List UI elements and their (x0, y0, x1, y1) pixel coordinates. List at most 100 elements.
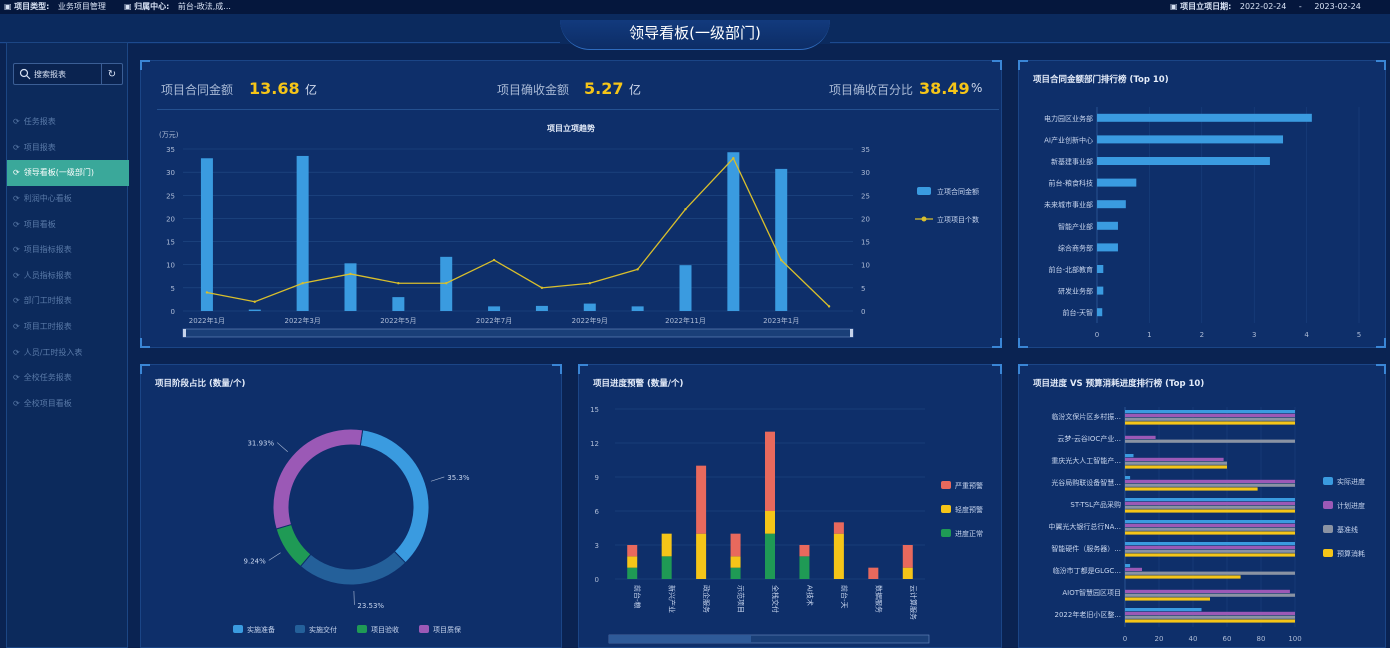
sidebar-item[interactable]: ⟳ 项目工时报表 (7, 314, 127, 340)
y-tick-label: 未来城市事业部 (1044, 200, 1093, 209)
legend-label: 实际进度 (1337, 477, 1365, 486)
warning-title: 项目进度预警 (数量/个) (593, 379, 684, 389)
bar (631, 306, 644, 311)
x-tick-label: 2022年11月 (665, 316, 706, 325)
label-leader (430, 476, 445, 482)
line-point (301, 282, 304, 285)
bar (1125, 571, 1295, 575)
date-label: 项目立项日期: (1180, 2, 1232, 11)
date-start[interactable]: 2022-02-24 (1239, 2, 1287, 11)
owner-center-filter[interactable]: ▣ 归属中心: 前台-政法,成... (124, 1, 231, 12)
x-tick-label: 0 (1095, 331, 1099, 339)
y-tick-label: 中翼光大银行总行NA... (1048, 522, 1121, 531)
sidebar-item[interactable]: ⟳ 部门工时报表 (7, 288, 127, 314)
bar (1125, 413, 1295, 417)
sidebar-item[interactable]: ⟳ 项目报表 (7, 135, 127, 161)
legend-label: 进度正常 (955, 529, 983, 538)
stage-title: 项目阶段占比 (数量/个) (155, 379, 246, 389)
sidebar-item[interactable]: ⟳ 利润中心看板 (7, 186, 127, 212)
project-type-value: 业务项目管理 (57, 2, 106, 11)
bar (1125, 439, 1295, 443)
x-tick-label: 20 (1155, 635, 1164, 643)
refresh-icon[interactable]: ↻ (107, 68, 117, 80)
slice-label: 23.53% (357, 602, 384, 610)
y-tick-label: 15 (166, 239, 175, 247)
legend-swatch (233, 625, 243, 633)
y2-tick-label: 35 (861, 146, 870, 154)
bar (1097, 200, 1126, 209)
stacked-bar-segment (627, 567, 638, 579)
sidebar-menu: ⟳ 任务报表 ⟳ 项目报表 ⟳ 领导看板(一级部门) ⟳ 利润中心看板 ⟳ 项目看板 ⟳ 项目指标报表… (7, 109, 129, 417)
progress-panel: 项目进度 VS 预算消耗进度排行榜 (Top 10) 0 20 40 60 80 100 临… (1018, 364, 1386, 648)
sidebar-item[interactable]: ⟳ 人员指标报表 (7, 263, 127, 289)
line-point (397, 282, 400, 285)
report-icon: ⟳ (13, 347, 20, 357)
search-box[interactable]: 搜索报表 ↻ (13, 63, 123, 85)
bar (1097, 113, 1312, 122)
sidebar-item[interactable]: ⟳ 任务报表 (7, 109, 127, 135)
bar (1097, 178, 1137, 187)
line-point (780, 258, 783, 262)
stacked-bar-segment (627, 545, 638, 557)
bar (1125, 545, 1295, 549)
date-range-filter[interactable]: ▣ 项目立项日期: 2022-02-24 - 2023-02-24 (1170, 1, 1361, 12)
x-tick-label: 2022年3月 (285, 316, 321, 325)
y-tick-label: 12 (590, 440, 599, 448)
y-tick-label: 2022年老旧小区整... (1055, 610, 1122, 619)
title-band: 领导看板(一级部门) (0, 14, 1390, 50)
y-tick-label: 研发业务部 (1058, 287, 1093, 296)
y-tick-label: 前台-天智 (1062, 308, 1093, 317)
sidebar-item[interactable]: ⟳ 项目指标报表 (7, 237, 127, 263)
legend-label: 预算消耗 (1337, 549, 1365, 558)
x-tick-label: 4 (1304, 331, 1309, 339)
line-point (492, 258, 496, 262)
report-icon: ⟳ (13, 142, 20, 152)
warning-panel: 项目进度预警 (数量/个) 0 3 6 9 12 15 前台-粮 新兴产业 政企服务 示范项目 全栈… (578, 364, 1002, 648)
bar (248, 309, 261, 311)
legend-label: 立项合同金额 (937, 187, 979, 196)
stacked-bar-segment (661, 556, 672, 579)
progress-chart: 0 20 40 60 80 100 临汾文保片区乡村振... 云梦-云谷IOC产业... 重庆光… (1048, 407, 1365, 643)
y-tick-label: 30 (166, 169, 175, 177)
bar (1125, 608, 1202, 612)
sidebar-item[interactable]: ⟳ 领导看板(一级部门) (7, 160, 129, 186)
line-point (636, 268, 639, 271)
stacked-bar-segment (730, 567, 741, 579)
y2-tick-label: 30 (861, 169, 870, 177)
date-end[interactable]: 2023-02-24 (1314, 2, 1361, 11)
bar (1125, 589, 1290, 593)
sidebar-item[interactable]: ⟳ 项目看板 (7, 211, 127, 237)
bar (1125, 520, 1295, 524)
kpi-contract-label: 项目合同金额 (161, 83, 234, 97)
progress-title: 项目进度 VS 预算消耗进度排行榜 (Top 10) (1033, 379, 1205, 389)
project-type-filter[interactable]: ▣ 项目类型: 业务项目管理 (4, 1, 106, 12)
sidebar-item[interactable]: ⟳ 人员/工时投入表 (7, 339, 127, 365)
report-icon: ⟳ (13, 245, 20, 255)
legend-label: 严重预警 (955, 481, 983, 490)
bar (1097, 308, 1103, 317)
report-icon: ⟳ (13, 194, 20, 204)
label-leader (268, 552, 281, 561)
x-tick-label: 2022年7月 (476, 316, 512, 325)
x-tick-label: 2022年9月 (572, 316, 608, 325)
x-tick-label: AI技术 (805, 585, 814, 606)
y-tick-label: 35 (166, 146, 175, 154)
bar (1125, 523, 1295, 527)
bar (1125, 619, 1295, 623)
bar (1097, 135, 1284, 144)
bar (1125, 479, 1295, 483)
bar (1125, 457, 1224, 461)
legend-swatch (357, 625, 367, 633)
report-icon: ⟳ (13, 322, 20, 332)
kpi-revenue-unit: 亿 (629, 83, 642, 97)
label-leader (276, 442, 288, 452)
search-input[interactable]: 搜索报表 (34, 69, 66, 79)
warning-chart: 0 3 6 9 12 15 前台-粮 新兴产业 政企服务 示范项目 全栈交付 AI技术 前台-天 数据服务… (590, 406, 983, 644)
y2-tick-label: 10 (861, 262, 870, 270)
y-tick-label: 9 (595, 474, 599, 482)
sidebar-item[interactable]: ⟳ 全校项目看板 (7, 391, 127, 417)
stacked-bar-segment (696, 465, 707, 534)
slice-label: 31.93% (247, 440, 274, 448)
y-tick-label: 新基建事业部 (1051, 157, 1093, 166)
sidebar-item[interactable]: ⟳ 全校任务报表 (7, 365, 127, 391)
